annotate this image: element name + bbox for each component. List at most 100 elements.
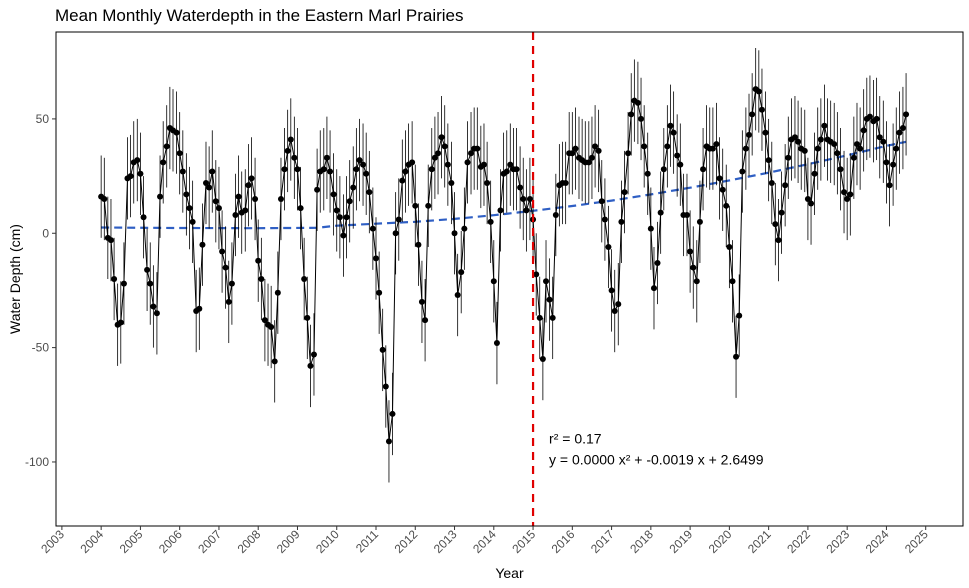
data-point xyxy=(248,175,255,182)
data-point xyxy=(641,143,648,150)
data-point xyxy=(880,138,887,145)
data-point xyxy=(801,147,808,154)
data-point xyxy=(153,310,160,317)
data-point xyxy=(343,214,350,221)
x-tick-label: 2021 xyxy=(745,527,774,556)
data-point xyxy=(837,166,844,173)
data-point xyxy=(212,198,219,205)
y-tick-label: 50 xyxy=(36,112,50,126)
data-point xyxy=(458,269,465,276)
x-tick-label: 2023 xyxy=(824,527,853,556)
data-point xyxy=(412,202,419,209)
data-point xyxy=(536,314,543,321)
data-point xyxy=(323,154,330,161)
data-point xyxy=(454,292,461,299)
data-point xyxy=(157,193,164,200)
data-point xyxy=(549,314,556,321)
data-point xyxy=(468,150,475,157)
data-point xyxy=(382,383,389,390)
data-point xyxy=(127,173,134,180)
data-point xyxy=(598,198,605,205)
data-point xyxy=(431,154,438,161)
y-tick-label: 0 xyxy=(42,226,49,240)
data-point xyxy=(487,218,494,225)
data-point xyxy=(886,182,893,189)
data-point xyxy=(667,122,674,129)
data-point xyxy=(497,207,504,214)
data-point xyxy=(395,216,402,223)
data-point xyxy=(811,170,818,177)
data-point xyxy=(409,159,416,166)
data-point xyxy=(615,301,622,308)
x-tick-label: 2007 xyxy=(195,527,224,556)
data-point xyxy=(399,177,406,184)
data-point xyxy=(693,278,700,285)
data-point xyxy=(448,179,455,186)
data-point xyxy=(117,319,124,326)
data-point xyxy=(385,438,392,445)
data-point xyxy=(873,115,880,122)
data-point xyxy=(441,143,448,150)
data-point xyxy=(144,266,151,273)
data-point xyxy=(176,150,183,157)
data-point xyxy=(762,129,769,136)
data-point xyxy=(749,111,756,118)
data-point xyxy=(804,195,811,202)
data-point xyxy=(670,129,677,136)
data-point xyxy=(480,161,487,168)
x-tick-label: 2016 xyxy=(549,527,578,556)
data-point xyxy=(644,170,651,177)
data-point xyxy=(340,232,347,239)
data-point xyxy=(546,296,553,303)
data-point xyxy=(647,225,654,232)
chart-title: Mean Monthly Waterdepth in the Eastern M… xyxy=(55,6,464,25)
data-point xyxy=(765,157,772,164)
x-tick-label: 2005 xyxy=(117,527,146,556)
data-point xyxy=(209,168,216,175)
data-point xyxy=(120,280,127,287)
data-point xyxy=(808,200,815,207)
data-point xyxy=(716,175,723,182)
data-point xyxy=(687,248,694,255)
data-point xyxy=(866,113,873,120)
y-axis-title: Water Depth (cm) xyxy=(7,224,23,334)
x-axis-title: Year xyxy=(495,565,524,581)
data-point xyxy=(111,276,118,282)
data-point xyxy=(425,202,432,209)
data-point xyxy=(307,362,314,369)
data-point xyxy=(709,145,716,152)
data-point xyxy=(876,134,883,141)
data-point xyxy=(543,278,550,285)
data-point xyxy=(369,225,376,232)
data-point xyxy=(101,195,108,202)
data-point xyxy=(523,207,530,214)
data-point xyxy=(517,184,524,191)
data-point xyxy=(451,230,458,237)
data-point xyxy=(281,166,288,173)
data-point xyxy=(742,145,749,152)
data-point xyxy=(261,317,268,324)
errorbar-layer xyxy=(100,48,907,483)
data-point xyxy=(206,184,213,191)
data-point xyxy=(392,230,399,237)
data-point xyxy=(147,280,154,287)
data-point xyxy=(490,278,497,285)
data-point xyxy=(297,205,304,212)
data-point xyxy=(847,191,854,198)
x-tick-label: 2020 xyxy=(706,527,735,556)
data-point xyxy=(196,305,203,312)
data-point xyxy=(140,214,147,221)
data-point xyxy=(513,166,520,173)
data-point xyxy=(723,202,730,209)
data-point xyxy=(674,152,681,159)
data-point xyxy=(588,154,595,161)
data-point xyxy=(219,248,226,255)
data-point xyxy=(415,241,422,248)
data-point xyxy=(199,241,206,248)
data-point xyxy=(350,184,357,191)
data-point xyxy=(150,303,157,310)
data-point xyxy=(422,317,429,324)
data-point xyxy=(464,159,471,166)
data-point xyxy=(163,143,170,150)
